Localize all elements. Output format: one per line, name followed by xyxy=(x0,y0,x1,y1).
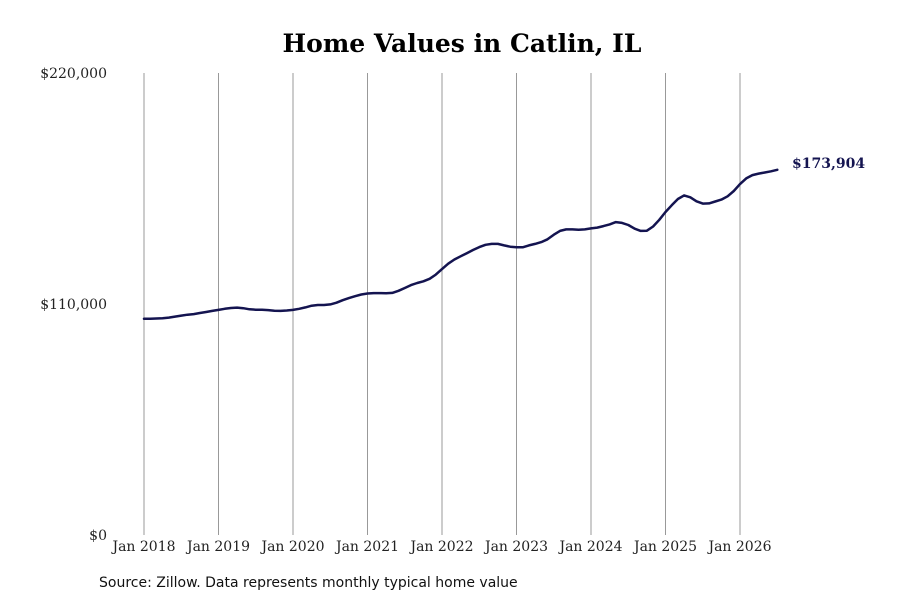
x-axis-ticks: Jan 2018 Jan 2019 Jan 2020 Jan 2021 Jan 2022… xyxy=(110,539,771,555)
source-note: Source: Zillow. Data represents monthly … xyxy=(99,575,518,591)
x-tick-label: Jan 2026 xyxy=(706,539,771,555)
y-axis-ticks: $0 $110,000 $220,000 xyxy=(40,66,107,544)
x-tick-label: Jan 2018 xyxy=(110,539,175,555)
x-tick-label: Jan 2022 xyxy=(408,539,473,555)
latest-value-label: $173,904 xyxy=(792,156,865,172)
x-tick-label: Jan 2019 xyxy=(185,539,250,555)
y-tick-label: $220,000 xyxy=(40,66,107,82)
x-tick-label: Jan 2020 xyxy=(259,539,324,555)
y-tick-label: $0 xyxy=(89,528,107,544)
x-tick-label: Jan 2024 xyxy=(557,539,622,555)
home-value-line xyxy=(142,168,779,320)
y-tick-label: $110,000 xyxy=(40,297,107,313)
chart-title: Home Values in Catlin, IL xyxy=(283,29,642,58)
x-tick-label: Jan 2025 xyxy=(632,539,697,555)
x-tick-label: Jan 2023 xyxy=(483,539,548,555)
gridlines xyxy=(143,73,741,535)
x-tick-label: Jan 2021 xyxy=(334,539,399,555)
